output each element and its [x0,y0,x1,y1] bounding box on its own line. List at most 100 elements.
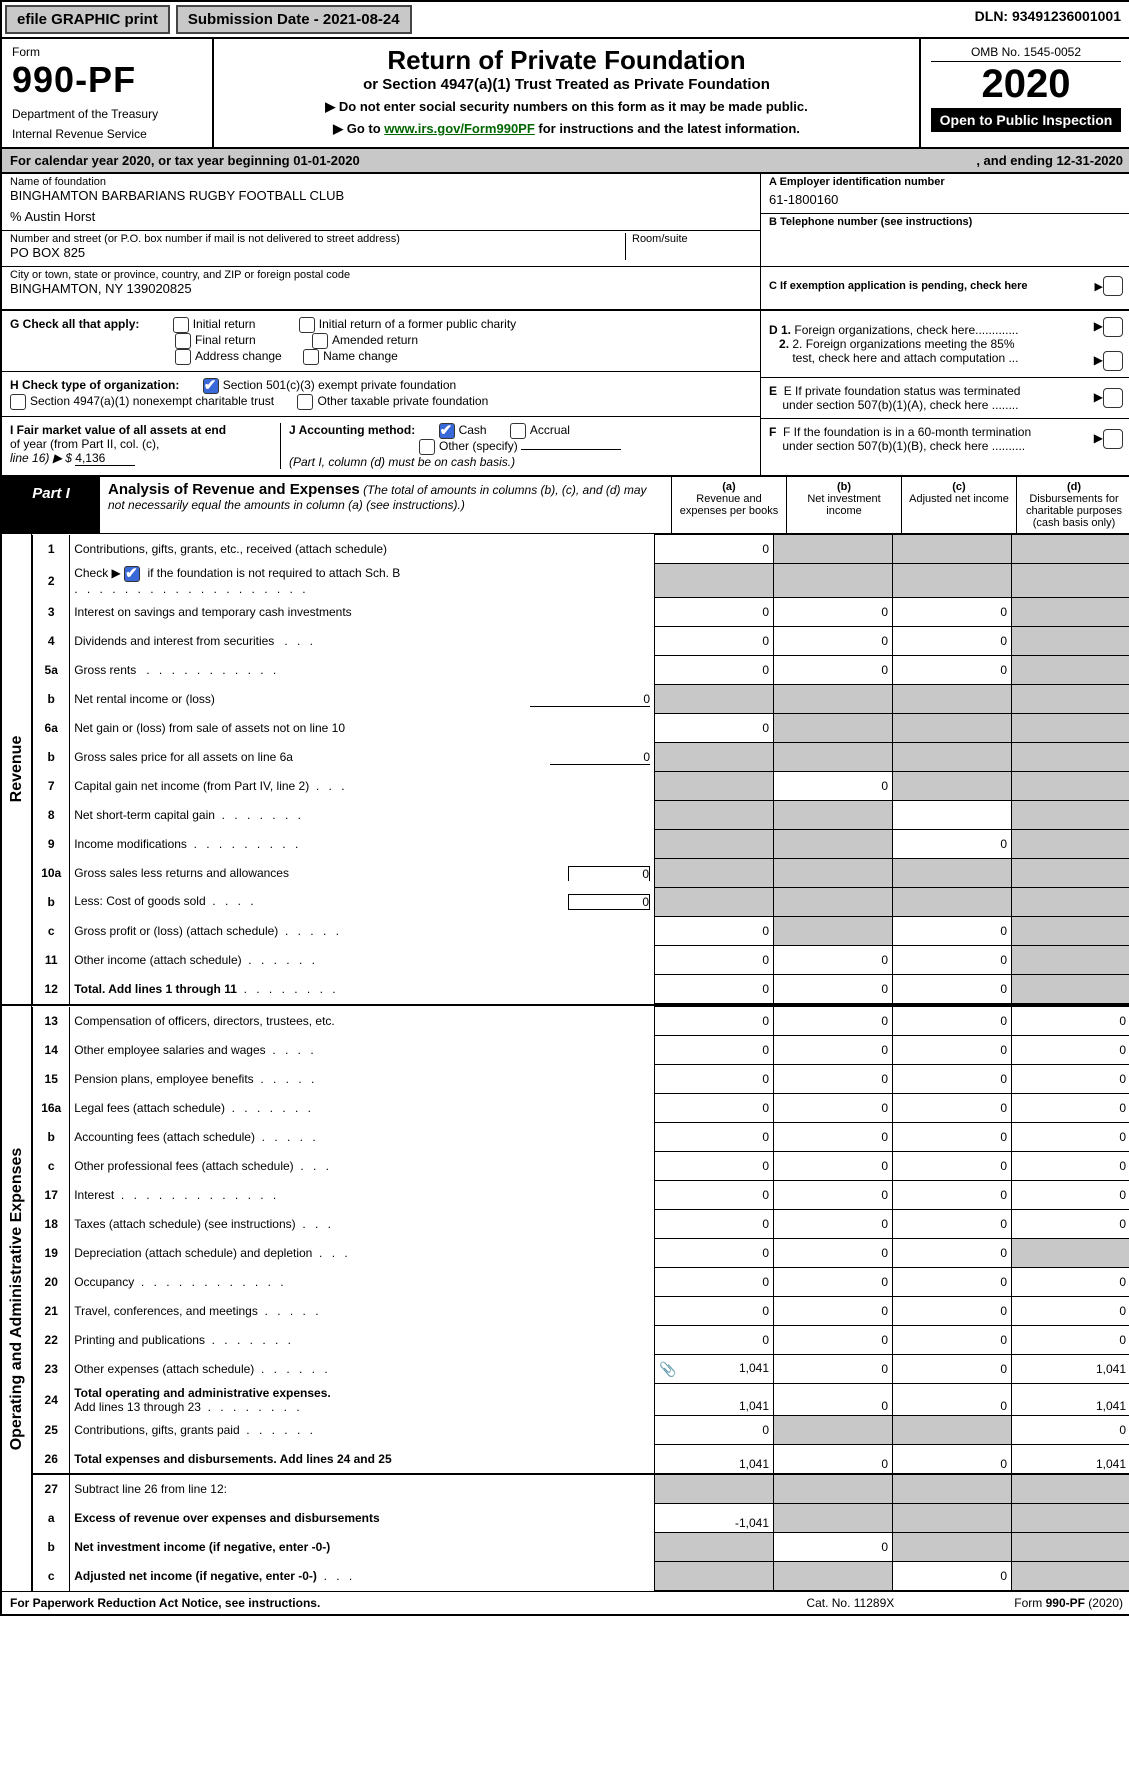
e1-label: E If private foundation status was termi… [784,384,1021,398]
attachment-link[interactable]: 📎 [659,1361,676,1378]
dept-treasury: Department of the Treasury [12,107,202,121]
chk-address-change[interactable] [175,349,191,365]
chk-name-change[interactable] [303,349,319,365]
chk-initial-public[interactable] [299,317,315,333]
row-26: 26Total expenses and disbursements. Add … [33,1445,1129,1475]
row-9: 9Income modifications . . . . . . . . .0 [33,830,1129,859]
form-title: Return of Private Foundation [224,45,909,76]
row-15: 15Pension plans, employee benefits . . .… [33,1065,1129,1094]
chk-e[interactable] [1103,388,1123,408]
cal-year-end: , and ending 12-31-2020 [976,153,1123,168]
row-10c: cGross profit or (loss) (attach schedule… [33,917,1129,946]
form-header: Form 990-PF Department of the Treasury I… [2,39,1129,149]
h3-label: Other taxable private foundation [317,394,488,408]
part1-desc: Analysis of Revenue and Expenses (The to… [100,477,671,533]
i-line1: I Fair market value of all assets at end [10,423,226,437]
g4-label: Amended return [332,333,418,347]
addr-value: PO BOX 825 [10,245,625,260]
other-method-line [521,449,621,450]
spacer [415,2,975,37]
chk-amended[interactable] [312,333,328,349]
j3-label: Other (specify) [439,439,518,453]
j-label: J Accounting method: [289,423,415,437]
i-line3: line 16) ▶ $ [10,451,72,465]
section-d1: D 1. D 1. Foreign organizations, check h… [761,311,1129,378]
row-16c: cOther professional fees (attach schedul… [33,1152,1129,1181]
section-g: G Check all that apply: Initial return I… [2,311,760,372]
section-ij: I Fair market value of all assets at end… [2,417,760,475]
identity-block: Name of foundation BINGHAMTON BARBARIANS… [2,174,1129,311]
chk-schb[interactable] [124,566,140,582]
j4-note: (Part I, column (d) must be on cash basi… [289,455,515,469]
revenue-sidebar: Revenue [2,534,32,1004]
row-16b: bAccounting fees (attach schedule) . . .… [33,1123,1129,1152]
chk-accrual[interactable] [510,423,526,439]
options-left: G Check all that apply: Initial return I… [2,311,760,475]
submission-date-button[interactable]: Submission Date - 2021-08-24 [176,5,412,34]
identity-left: Name of foundation BINGHAMTON BARBARIANS… [2,174,760,309]
footer-left: For Paperwork Reduction Act Notice, see … [10,1596,320,1610]
h2-label: Section 4947(a)(1) nonexempt charitable … [30,394,274,408]
form-word: Form [12,45,202,59]
goto-suffix: for instructions and the latest informat… [535,121,800,136]
exemption-checkbox[interactable] [1103,276,1123,296]
chk-other-taxable[interactable] [297,394,313,410]
form-url-link[interactable]: www.irs.gov/Form990PF [384,121,535,136]
warning-line: ▶ Do not enter social security numbers o… [224,99,909,115]
g5-label: Address change [195,349,282,363]
expenses-section: Operating and Administrative Expenses 13… [2,1004,1129,1591]
part1-label: Part I [2,477,100,533]
chk-cash[interactable] [439,423,455,439]
chk-f[interactable] [1103,429,1123,449]
cal-year-start: For calendar year 2020, or tax year begi… [10,153,360,168]
h-label: H Check type of organization: [10,378,179,392]
chk-d1[interactable] [1103,317,1123,337]
foundation-name-row: Name of foundation BINGHAMTON BARBARIANS… [2,174,760,231]
goto-line: ▶ Go to www.irs.gov/Form990PF for instru… [224,121,909,137]
header-left: Form 990-PF Department of the Treasury I… [2,39,214,147]
omb-number: OMB No. 1545-0052 [931,45,1121,62]
calendar-year-row: For calendar year 2020, or tax year begi… [2,149,1129,174]
row-24: 24Total operating and administrative exp… [33,1384,1129,1416]
options-block: G Check all that apply: Initial return I… [2,311,1129,477]
warning-text: ▶ Do not enter social security numbers o… [325,99,807,114]
row-10a: 10aGross sales less returns and allowanc… [33,859,1129,888]
part1-title: Analysis of Revenue and Expenses [108,481,360,498]
dln-label: DLN: 93491236001001 [975,2,1129,37]
j1-label: Cash [459,423,487,437]
g6-label: Name change [323,349,398,363]
city-value: BINGHAMTON, NY 139020825 [10,281,752,296]
options-right: D 1. D 1. Foreign organizations, check h… [760,311,1129,475]
open-inspection-badge: Open to Public Inspection [931,108,1121,132]
revenue-label: Revenue [8,736,26,803]
ein-row: A Employer identification number 61-1800… [761,174,1129,214]
row-27b: bNet investment income (if negative, ent… [33,1533,1129,1562]
dept-irs: Internal Revenue Service [12,127,202,141]
row-27c: cAdjusted net income (if negative, enter… [33,1562,1129,1591]
section-e: E E If private foundation status was ter… [761,378,1129,419]
chk-4947[interactable] [10,394,26,410]
revenue-table: 1Contributions, gifts, grants, etc., rec… [32,534,1129,1004]
row-27a: aExcess of revenue over expenses and dis… [33,1504,1129,1533]
e2-label: under section 507(b)(1)(A), check here .… [782,398,1018,412]
efile-button[interactable]: efile GRAPHIC print [5,5,170,34]
row-12: 12Total. Add lines 1 through 11 . . . . … [33,975,1129,1004]
exemption-label: C If exemption application is pending, c… [769,280,1028,292]
name-label: Name of foundation [10,176,752,188]
chk-d2[interactable] [1103,351,1123,371]
telephone-row: B Telephone number (see instructions) [761,214,1129,267]
row-8: 8Net short-term capital gain . . . . . .… [33,801,1129,830]
arrow-icon: ▶ [1095,280,1103,293]
row-3: 3Interest on savings and temporary cash … [33,598,1129,627]
row-18: 18Taxes (attach schedule) (see instructi… [33,1210,1129,1239]
chk-other-method[interactable] [419,439,435,455]
header-center: Return of Private Foundation or Section … [214,39,919,147]
chk-501c3[interactable] [203,378,219,394]
col-b-head: (b)Net investment income [786,477,901,533]
chk-initial-return[interactable] [173,317,189,333]
row-22: 22Printing and publications . . . . . . … [33,1326,1129,1355]
d2b-label: test, check here and attach computation … [792,351,1018,365]
ein-value: 61-1800160 [769,192,1123,207]
topbar: efile GRAPHIC print Submission Date - 20… [2,2,1129,39]
chk-final-return[interactable] [175,333,191,349]
